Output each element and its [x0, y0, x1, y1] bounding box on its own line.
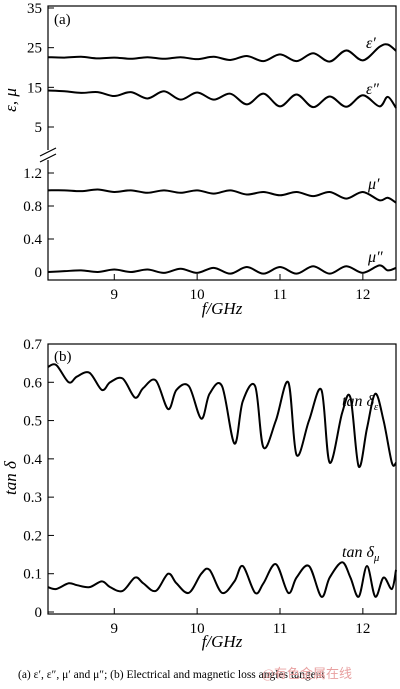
axis-break-marks	[39, 147, 58, 163]
panel-a-frame	[47, 5, 397, 281]
label-tan-delta-mu: tan δμ	[342, 544, 380, 564]
panel-b-ytick-label: 0.4	[23, 452, 42, 468]
label-eps-real: ε′	[366, 35, 376, 52]
panel-a-upper-ytick-label: 35	[27, 1, 42, 17]
label-tan-delta-eps: tan δε	[342, 393, 379, 413]
panel-a-ylabel: ε, μ	[1, 88, 20, 112]
panel-a-lower-ytick-label: 0.8	[23, 199, 42, 215]
panel-a-lower-ytick-label: 0.4	[23, 232, 42, 248]
panel-b-tag: (b)	[54, 349, 72, 365]
series-line-eps-imag	[47, 89, 397, 109]
panel-b-ytick-label: 0.1	[23, 567, 42, 583]
label-eps-imag: ε″	[366, 81, 379, 98]
panel-b-ytick-label: 0	[35, 605, 43, 621]
panel-a-lower-ytick-label: 0	[35, 265, 43, 281]
panel-a-upper-ytick-label: 15	[27, 80, 42, 96]
panel-b-xtick-label: 10	[190, 621, 205, 637]
panel-b-xlabel: f/GHz	[202, 632, 243, 651]
panel-a-xtick-label: 10	[190, 287, 205, 303]
panel-b-xtick-label: 12	[355, 621, 370, 637]
series-line-tan-delta-eps	[47, 363, 397, 468]
series-line-mu-imag	[47, 264, 397, 275]
series-line-mu-real	[47, 188, 397, 204]
panel-a-tag: (a)	[54, 12, 71, 28]
panel-a-xlabel: f/GHz	[202, 299, 243, 318]
panel-a-lower-ytick-label: 1.2	[23, 166, 42, 182]
label-mu-real: μ′	[367, 176, 380, 193]
panel-b-ylabel: tan δ	[1, 460, 20, 495]
panel-b-ytick-label: 0.5	[23, 414, 42, 430]
panel-b-frame	[47, 343, 397, 615]
label-mu-imag: μ″	[367, 249, 383, 266]
panel-b-ytick-label: 0.7	[23, 337, 42, 353]
panel-a-upper-ytick-label: 5	[35, 120, 43, 136]
series-line-eps-real	[47, 43, 397, 63]
panel-a-xtick-label: 9	[111, 287, 119, 303]
panel-a-xtick-label: 12	[355, 287, 370, 303]
panel-b-xtick-label: 11	[273, 621, 287, 637]
panel-b-ytick-label: 0.3	[23, 490, 42, 506]
panel-b-xtick-label: 9	[111, 621, 119, 637]
panel-a-chart: (a) f/GHz ε, μ 35 25 15 5 1.2 0.8 0.4 0 9 10 11 1…	[1, 1, 397, 318]
panel-a-upper-ytick-label: 25	[27, 41, 42, 57]
figure-caption: (a) ε′, ε″, μ′ and μ″; (b) Electrical an…	[18, 669, 326, 681]
panel-b-chart: (b) f/GHz tan δ 0.7 0.6 0.5 0.4 0.3 0.2 0.1 0 9…	[1, 337, 397, 651]
panel-b-ytick-label: 0.6	[23, 375, 42, 391]
series-line-tan-delta-mu	[47, 561, 397, 598]
watermark: @有色金属在线	[262, 666, 352, 681]
panel-b-ytick-label: 0.2	[23, 528, 42, 544]
panel-a-xtick-label: 11	[273, 287, 287, 303]
